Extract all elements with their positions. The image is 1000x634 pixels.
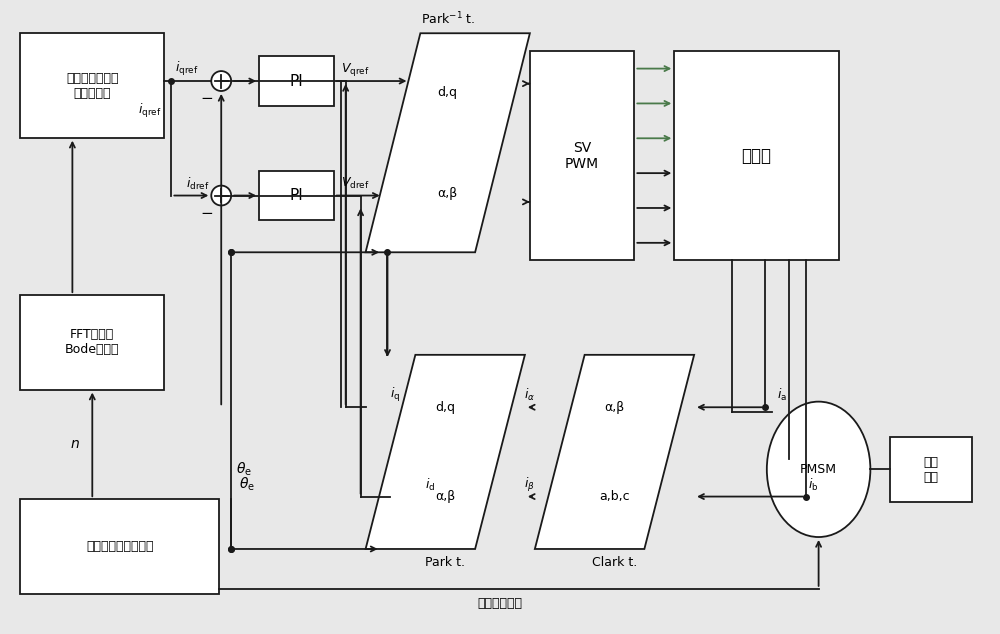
Text: −: − [200,91,213,107]
Text: $V_{\rm qref}$: $V_{\rm qref}$ [341,61,370,77]
Text: PMSM: PMSM [800,463,837,476]
Text: Clark t.: Clark t. [592,557,637,569]
FancyBboxPatch shape [530,51,634,260]
Text: α,β: α,β [604,401,625,414]
Text: 逆变器: 逆变器 [741,146,771,165]
Ellipse shape [767,401,870,537]
Text: $i_{\rm q}$: $i_{\rm q}$ [390,386,401,404]
FancyBboxPatch shape [890,437,972,502]
Text: a,b,c: a,b,c [599,490,630,503]
Text: 伪随机序列码电
流给定输入: 伪随机序列码电 流给定输入 [66,72,119,100]
Text: $i_{\rm dref}$: $i_{\rm dref}$ [186,176,210,191]
Text: $i_{\rm b}$: $i_{\rm b}$ [808,477,819,493]
FancyBboxPatch shape [259,56,334,106]
Text: d,q: d,q [438,86,458,99]
Text: FFT及开环
Bode图生成: FFT及开环 Bode图生成 [65,328,120,356]
Polygon shape [535,355,694,549]
Text: $i_{\rm a}$: $i_{\rm a}$ [777,387,788,403]
Text: 位置、转速检测单元: 位置、转速检测单元 [86,540,153,553]
Text: d,q: d,q [435,401,455,414]
Circle shape [211,71,231,91]
Text: $\theta_{\rm e}$: $\theta_{\rm e}$ [239,476,255,493]
Text: $i_{\beta}$: $i_{\beta}$ [524,476,535,494]
Text: $i_{\alpha}$: $i_{\alpha}$ [524,387,535,403]
Text: $\theta_{\rm e}$: $\theta_{\rm e}$ [236,461,252,478]
Circle shape [211,186,231,205]
Text: $n$: $n$ [70,437,80,451]
Text: α,β: α,β [435,490,455,503]
FancyBboxPatch shape [20,295,164,390]
FancyBboxPatch shape [259,171,334,221]
Text: $V_{\rm dref}$: $V_{\rm dref}$ [341,176,370,191]
Text: Park t.: Park t. [425,557,465,569]
Polygon shape [366,33,530,252]
Text: −: − [200,206,213,221]
Text: 弹性
负载: 弹性 负载 [924,456,939,484]
Text: $i_{\rm d}$: $i_{\rm d}$ [425,477,436,493]
Text: 转子位置信息: 转子位置信息 [478,597,522,611]
Polygon shape [366,355,525,549]
FancyBboxPatch shape [674,51,839,260]
Text: $i_{\rm qref}$: $i_{\rm qref}$ [175,60,198,78]
FancyBboxPatch shape [20,499,219,594]
Text: α,β: α,β [438,186,458,200]
Text: $i_{\rm qref}$: $i_{\rm qref}$ [138,102,161,120]
Text: SV
PWM: SV PWM [565,141,599,171]
Text: Park$^{-1}$ t.: Park$^{-1}$ t. [421,11,475,28]
Text: PI: PI [290,74,303,89]
Text: PI: PI [290,188,303,203]
FancyBboxPatch shape [20,33,164,138]
